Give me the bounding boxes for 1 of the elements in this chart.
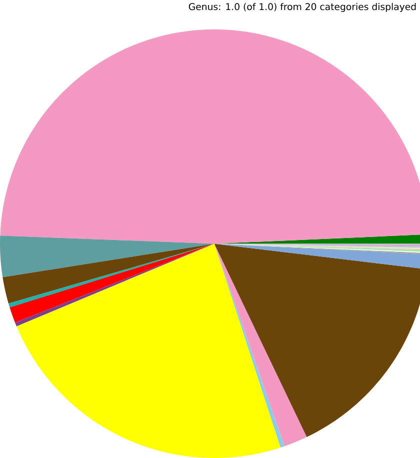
chart-title: Genus: 1.0 (of 1.0) from 20 categories displayed [189, 2, 416, 12]
